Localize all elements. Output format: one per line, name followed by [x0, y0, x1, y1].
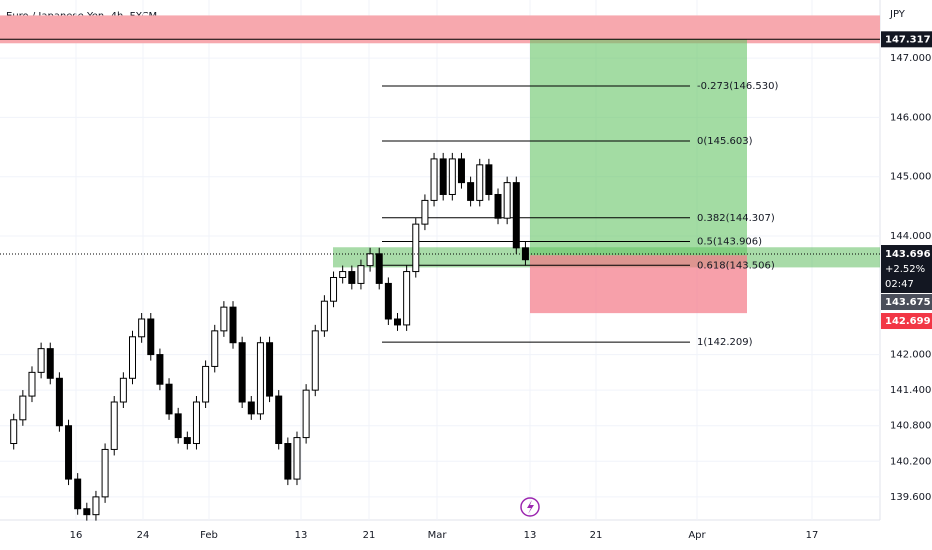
- time-label: 13: [295, 530, 308, 541]
- candle-body: [55, 377, 63, 427]
- fib-label: -0.273(146.530): [697, 81, 778, 92]
- candle-body: [211, 330, 219, 367]
- stop-tag: 142.699: [885, 316, 931, 327]
- price-label: 145.000: [890, 172, 931, 183]
- price-label: 146.000: [890, 112, 931, 123]
- candle-body: [503, 182, 511, 219]
- candle-body: [119, 377, 127, 403]
- currency: JPY: [889, 9, 906, 20]
- event-icon[interactable]: [520, 497, 540, 517]
- candle-body: [430, 158, 438, 201]
- candle-body: [512, 182, 520, 249]
- price-label: 140.800: [890, 421, 931, 432]
- candle-body: [110, 401, 118, 450]
- candle-body: [220, 306, 228, 332]
- candle-body: [266, 342, 274, 397]
- candle-body: [165, 383, 173, 415]
- time-label: 21: [590, 530, 603, 541]
- candle-body: [65, 425, 73, 480]
- last-tag: 143.696: [885, 249, 931, 260]
- candle-body: [19, 395, 27, 421]
- candle-body: [229, 306, 237, 344]
- candle-body: [348, 271, 356, 284]
- entry-tag: 143.675: [885, 297, 931, 308]
- fib-label: 1(142.209): [697, 337, 753, 348]
- candle-body: [330, 276, 338, 302]
- candle-body: [412, 223, 420, 273]
- price-label: 147.000: [890, 53, 931, 64]
- time-label: 13: [524, 530, 537, 541]
- candle-body: [92, 496, 100, 516]
- candle-body: [101, 448, 109, 498]
- candle-body: [129, 336, 136, 379]
- target-tag-bg: [881, 31, 932, 48]
- candle-body: [10, 419, 18, 445]
- price-label: 139.600: [890, 492, 931, 503]
- price-label: 142.000: [890, 350, 931, 361]
- candle-body: [37, 348, 45, 373]
- fib-label: 0.382(144.307): [697, 213, 775, 224]
- candle-body: [247, 401, 255, 415]
- price-label: 144.000: [890, 231, 931, 242]
- candle-body: [192, 401, 200, 445]
- candle-body: [156, 354, 164, 385]
- fib-label: 0(145.603): [697, 136, 753, 147]
- candle-body: [256, 342, 264, 415]
- fib-label: 0.5(143.906): [697, 237, 762, 248]
- lightning: [527, 500, 534, 514]
- time-label: 21: [363, 530, 376, 541]
- candle-body: [284, 443, 292, 480]
- candle-body: [183, 437, 191, 445]
- last-tag-bg: [881, 245, 932, 294]
- resistance-zone: [0, 15, 880, 44]
- time-label: 16: [70, 530, 83, 541]
- candle-body: [320, 300, 328, 332]
- candle-body: [202, 365, 210, 403]
- candle-body: [403, 271, 411, 326]
- candle-body: [448, 158, 456, 195]
- candle-body: [384, 282, 392, 320]
- price-label: 140.200: [890, 456, 931, 467]
- stop-tag-bg: [881, 313, 932, 330]
- candle-body: [457, 158, 465, 184]
- change-tag: +2.52%: [885, 264, 925, 275]
- candle-body: [238, 342, 246, 403]
- candle-body: [147, 318, 155, 356]
- candle-body: [311, 330, 319, 391]
- candle-body: [275, 395, 283, 445]
- candle-body: [467, 182, 475, 201]
- target-tag: 147.317: [885, 34, 931, 45]
- candle-body: [302, 389, 310, 439]
- time-label: 24: [137, 530, 150, 541]
- entry-tag-bg: [881, 294, 932, 311]
- candle-body: [375, 253, 383, 284]
- countdown-tag: 02:47: [885, 279, 914, 290]
- candle-body: [83, 508, 91, 516]
- candle-body: [494, 193, 502, 219]
- candle-body: [339, 271, 347, 278]
- time-label: Feb: [200, 530, 218, 541]
- fib-label: 0.618(143.506): [697, 260, 775, 271]
- candle-body: [476, 164, 484, 201]
- time-label: Mar: [428, 530, 448, 541]
- candle-body: [366, 253, 374, 267]
- price-label: 141.400: [890, 385, 931, 396]
- candle-body: [293, 437, 301, 480]
- candle-body: [46, 348, 54, 379]
- candle-body: [394, 318, 401, 326]
- time-label: 17: [806, 530, 819, 541]
- candle-body: [74, 478, 82, 510]
- profit-zone: [530, 39, 747, 256]
- candle-body: [174, 413, 182, 439]
- candle-body: [138, 318, 146, 338]
- candle-body: [485, 164, 493, 195]
- candle-body: [357, 265, 365, 284]
- time-label: Apr: [688, 530, 706, 541]
- candle-body: [421, 199, 429, 225]
- candle-body: [439, 158, 447, 195]
- candle-body: [28, 371, 36, 397]
